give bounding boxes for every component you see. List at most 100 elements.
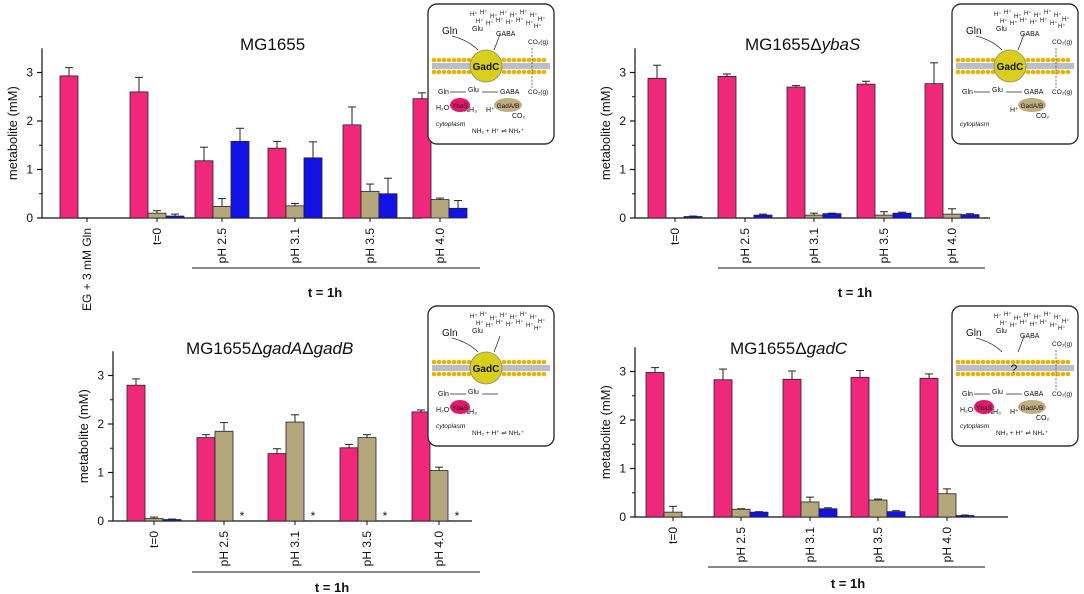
ybas-label: YbaS bbox=[452, 405, 469, 412]
proton-mark: H⁺ bbox=[994, 313, 1002, 320]
flow-arrow bbox=[1017, 33, 1025, 51]
lipid-head bbox=[1020, 371, 1026, 377]
x-tick-label: pH 3.5 bbox=[871, 527, 885, 563]
proton-mark: H⁺ bbox=[1004, 9, 1012, 16]
lipid-head bbox=[431, 57, 437, 63]
flow-arrow bbox=[493, 33, 501, 51]
panel-title: MG1655ΔgadC bbox=[730, 339, 848, 358]
unknown-transporter: ? bbox=[1011, 362, 1018, 376]
time-label: t = 1h bbox=[315, 580, 349, 594]
inset-top-1: Glu bbox=[472, 328, 483, 335]
lipid-head bbox=[1065, 57, 1071, 63]
proton-mark: H⁺ bbox=[516, 319, 524, 326]
inset-top-0: Gln bbox=[442, 328, 458, 339]
proton-mark: H⁺ bbox=[1054, 314, 1062, 321]
lipid-head bbox=[1010, 371, 1016, 377]
x-tick-label: EG + 3 mM Gln bbox=[80, 228, 94, 311]
lipid-head bbox=[980, 359, 986, 365]
inset-inner-0: Gln bbox=[438, 89, 449, 96]
proton-mark: H⁺ bbox=[530, 314, 538, 321]
bar-gaba-3 bbox=[892, 212, 912, 219]
bar-glu-4 bbox=[360, 190, 380, 219]
proton-mark: H⁺ bbox=[486, 322, 494, 329]
proton-mark: H⁺ bbox=[526, 322, 534, 329]
lipid-head bbox=[446, 69, 452, 75]
bar-glu-4 bbox=[942, 213, 962, 219]
lipid-head bbox=[516, 69, 522, 75]
lipid-head bbox=[506, 57, 512, 63]
cytoplasm-label: cytoplasm bbox=[436, 423, 466, 430]
gadc-transporter bbox=[469, 351, 503, 385]
lipid-head bbox=[970, 359, 976, 365]
bar-glu-0 bbox=[663, 511, 683, 518]
bar-gln-2 bbox=[782, 378, 802, 518]
lipid-head bbox=[511, 359, 517, 365]
y-axis-label: metabolite (mM) bbox=[598, 86, 613, 180]
lipid-head bbox=[1055, 371, 1061, 377]
title-part: MG1655 bbox=[240, 35, 305, 54]
bar-gln-3 bbox=[856, 83, 876, 219]
proton-mark: H⁺ bbox=[534, 325, 542, 332]
bar-gaba-3 bbox=[886, 511, 906, 518]
lipid-head bbox=[995, 371, 1001, 377]
lipid-head bbox=[526, 359, 532, 365]
bar-gaba-1 bbox=[165, 215, 185, 219]
lipid-head bbox=[1040, 57, 1046, 63]
proton-mark: H⁺ bbox=[994, 11, 1002, 18]
bar-glu-2 bbox=[804, 214, 824, 219]
lipid-head bbox=[1000, 359, 1006, 365]
y-tick-label: 0 bbox=[26, 211, 33, 225]
lipid-head bbox=[451, 69, 457, 75]
bar-glu-2 bbox=[285, 421, 305, 522]
proton-mark: H⁺ bbox=[1010, 322, 1018, 329]
x-tick-label: t=0 bbox=[668, 228, 682, 245]
lipid-head bbox=[965, 359, 971, 365]
lipid-head bbox=[1005, 359, 1011, 365]
lipid-head bbox=[965, 57, 971, 63]
y-tick-label: 3 bbox=[619, 365, 626, 379]
gada-b-enzyme bbox=[1018, 98, 1046, 112]
proton-mark: H⁺ bbox=[1044, 311, 1052, 318]
bar-gaba-4 bbox=[955, 515, 975, 518]
lipid-head bbox=[541, 371, 547, 377]
bar-gaba-2 bbox=[818, 508, 838, 518]
proton-mark: H⁺ bbox=[538, 16, 546, 23]
bar-gaba-5 bbox=[448, 207, 468, 219]
bar-gln-2 bbox=[267, 453, 287, 522]
inset-top-1: Glu bbox=[996, 328, 1007, 335]
bar-gaba-2 bbox=[822, 213, 842, 219]
inset-top-2: GABA bbox=[1020, 31, 1040, 38]
x-tick-label: pH 3.1 bbox=[288, 228, 302, 264]
gadc-label: GadC bbox=[997, 62, 1024, 73]
co2-gas-label-2: CO₂(g) bbox=[1052, 89, 1072, 96]
lipid-head bbox=[1045, 359, 1051, 365]
bar-gln-4 bbox=[924, 83, 944, 219]
bar-gln-4 bbox=[919, 377, 939, 518]
lipid-head bbox=[441, 371, 447, 377]
lipid-head bbox=[990, 371, 996, 377]
lipid-head bbox=[516, 371, 522, 377]
x-tick-label: pH 3.1 bbox=[288, 531, 302, 567]
proton-mark: H⁺ bbox=[1010, 20, 1018, 27]
bar-glu-3 bbox=[357, 437, 377, 522]
lipid-head bbox=[960, 371, 966, 377]
lipid-head bbox=[436, 371, 442, 377]
proton-mark: H⁺ bbox=[1050, 20, 1058, 27]
ybas-enzyme bbox=[450, 400, 470, 414]
lipid-head bbox=[456, 359, 462, 365]
lipid-head bbox=[466, 69, 472, 75]
time-label: t = 1h bbox=[308, 285, 342, 300]
bar-gaba-1 bbox=[749, 511, 769, 518]
lipid-head bbox=[451, 359, 457, 365]
bar-glu-1 bbox=[214, 430, 234, 522]
lipid-head bbox=[1030, 57, 1036, 63]
lipid-head bbox=[461, 371, 467, 377]
lipid-head bbox=[536, 359, 542, 365]
x-tick-label: t=0 bbox=[147, 531, 161, 548]
proton-mark: H⁺ bbox=[1014, 315, 1022, 322]
lipid-head bbox=[436, 359, 442, 365]
flow-arrow bbox=[451, 35, 479, 51]
lipid-head bbox=[1025, 371, 1031, 377]
lipid-head bbox=[970, 69, 976, 75]
